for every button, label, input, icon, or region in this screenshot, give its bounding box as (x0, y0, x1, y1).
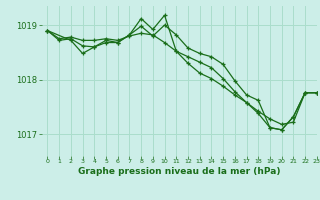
X-axis label: Graphe pression niveau de la mer (hPa): Graphe pression niveau de la mer (hPa) (78, 167, 280, 176)
